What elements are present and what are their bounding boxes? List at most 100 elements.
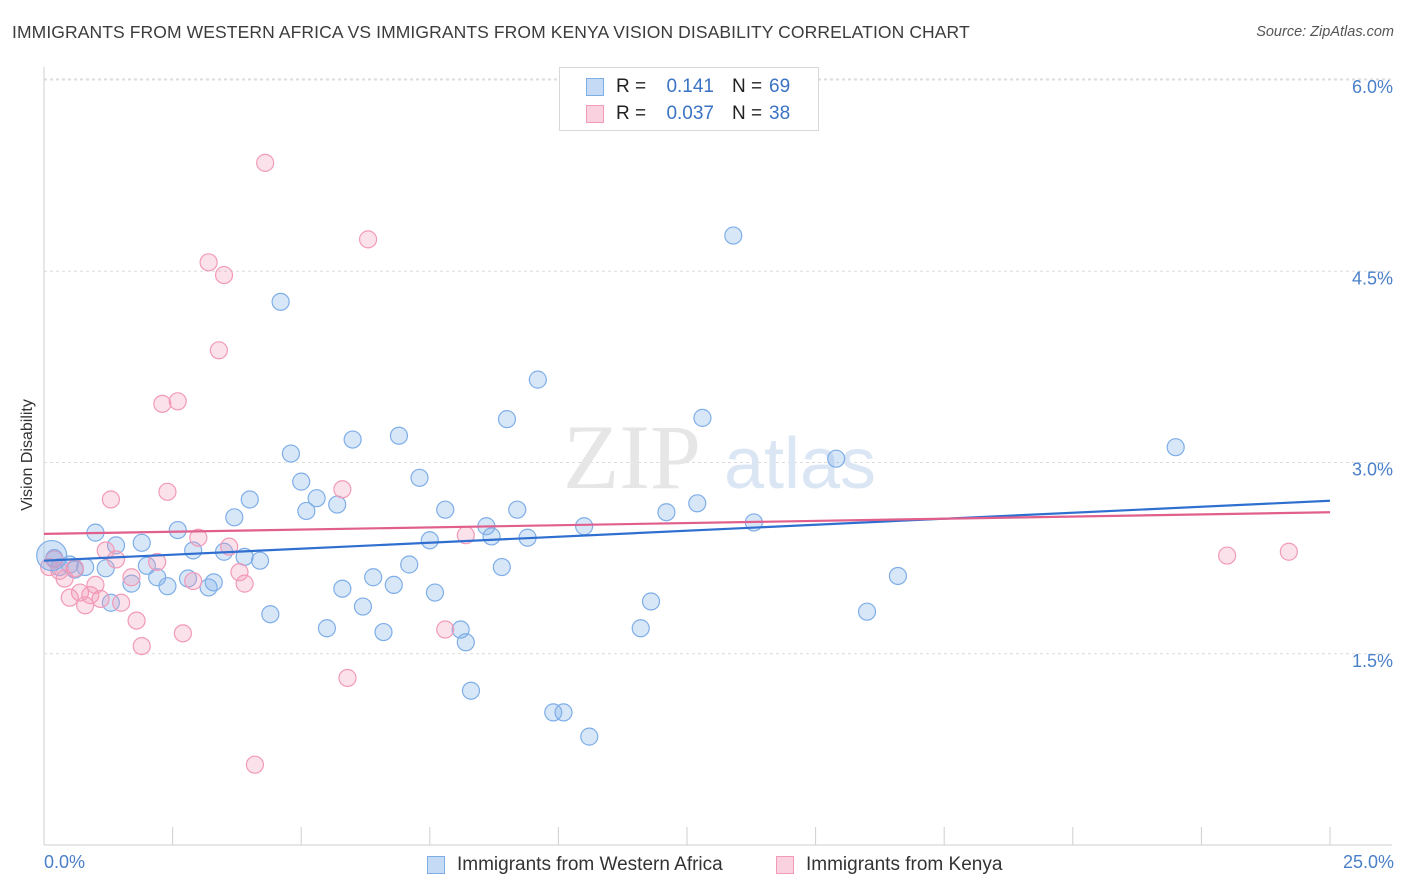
- point-kenya: [127, 611, 146, 630]
- correlation-legend: R = 0.141 N = 69 R = 0.037 N = 38: [559, 67, 819, 131]
- point-western-africa: [353, 597, 373, 616]
- point-kenya: [96, 541, 115, 560]
- point-western-africa: [400, 555, 419, 574]
- legend-row-kenya: R = 0.037 N = 38: [586, 102, 790, 126]
- series-legend: Immigrants from Western Africa Immigrant…: [0, 852, 1406, 878]
- point-western-africa: [333, 579, 352, 598]
- point-kenya: [235, 574, 254, 593]
- point-western-africa: [693, 408, 712, 427]
- legend-r-value: 0.141: [666, 76, 714, 97]
- point-western-africa: [137, 556, 156, 575]
- point-kenya: [112, 593, 131, 612]
- source-label: Source: ZipAtlas.com: [1256, 24, 1394, 40]
- point-western-africa: [492, 557, 511, 577]
- point-kenya: [132, 636, 151, 656]
- series-swatch-blue: [427, 856, 445, 874]
- series-legend-item-western-africa: Immigrants from Western Africa: [427, 852, 723, 878]
- point-western-africa: [389, 426, 409, 445]
- point-kenya: [106, 550, 126, 569]
- point-kenya: [86, 575, 105, 595]
- series-name-western-africa: Immigrants from Western Africa: [457, 854, 723, 875]
- legend-n-label: N =: [732, 76, 763, 97]
- point-kenya: [153, 394, 172, 413]
- point-western-africa: [148, 568, 167, 587]
- point-western-africa: [688, 494, 707, 513]
- y-axis-title: Vision Disability: [19, 399, 36, 511]
- series-name-kenya: Immigrants from Kenya: [806, 854, 1003, 875]
- point-western-africa: [888, 566, 908, 586]
- point-western-africa: [631, 619, 650, 638]
- point-kenya: [60, 588, 79, 607]
- legend-n-value: 38: [769, 103, 791, 124]
- point-western-africa: [554, 703, 573, 722]
- point-western-africa: [1166, 438, 1185, 457]
- point-kenya: [101, 490, 120, 509]
- legend-n-value: 69: [769, 76, 791, 97]
- legend-r-label: R =: [616, 103, 647, 124]
- point-western-africa: [724, 226, 743, 245]
- legend-n-label: N =: [732, 103, 763, 124]
- point-western-africa: [328, 495, 347, 514]
- point-kenya: [91, 589, 110, 609]
- point-kenya: [338, 668, 357, 688]
- watermark-zip: ZIP: [563, 406, 701, 508]
- point-kenya: [333, 480, 352, 499]
- point-western-africa: [528, 370, 547, 389]
- point-western-africa: [575, 517, 594, 536]
- point-western-africa: [297, 501, 316, 521]
- point-western-africa: [456, 633, 475, 652]
- x-tick-label-max: 25.0%: [1342, 852, 1394, 872]
- legend-row-western-africa: R = 0.141 N = 69: [586, 75, 790, 99]
- point-western-africa: [544, 703, 563, 722]
- point-kenya: [81, 585, 100, 605]
- point-western-africa: [199, 578, 218, 597]
- point-kenya: [148, 552, 167, 572]
- point-western-africa: [132, 533, 151, 552]
- legend-r-value: 0.037: [666, 103, 714, 124]
- point-kenya: [184, 571, 203, 591]
- point-western-africa: [261, 605, 280, 624]
- point-kenya: [173, 624, 192, 643]
- point-western-africa: [508, 500, 527, 519]
- series-legend-item-kenya: Immigrants from Kenya: [776, 852, 1002, 878]
- point-western-africa: [410, 468, 429, 487]
- legend-swatch-pink: [586, 105, 604, 123]
- point-western-africa: [461, 681, 481, 700]
- point-western-africa: [641, 592, 661, 611]
- point-western-africa: [580, 727, 599, 746]
- point-kenya: [436, 620, 455, 639]
- point-western-africa: [168, 520, 187, 540]
- point-western-africa: [225, 508, 244, 527]
- point-kenya: [230, 563, 249, 582]
- point-western-africa: [271, 292, 290, 311]
- point-kenya: [158, 482, 177, 501]
- point-western-africa: [364, 568, 383, 587]
- point-western-africa: [343, 430, 362, 449]
- point-kenya: [168, 392, 187, 411]
- x-tick-label-min: 0.0%: [44, 852, 86, 872]
- point-western-africa: [420, 531, 439, 550]
- chart-title: IMMIGRANTS FROM WESTERN AFRICA VS IMMIGR…: [12, 22, 970, 42]
- point-western-africa: [250, 551, 270, 570]
- point-western-africa: [240, 490, 259, 509]
- point-western-africa: [374, 622, 393, 642]
- y-tick-label: 6.0%: [1352, 77, 1393, 97]
- point-kenya: [199, 253, 218, 272]
- trend-lines: [43, 499, 1331, 562]
- point-western-africa: [657, 503, 676, 522]
- y-tick-label: 3.0%: [1352, 460, 1393, 480]
- point-western-africa: [497, 410, 517, 429]
- legend-r-label: R =: [616, 76, 647, 97]
- point-kenya: [189, 528, 208, 547]
- point-western-africa: [827, 449, 846, 468]
- point-kenya: [256, 153, 275, 172]
- point-kenya: [1218, 546, 1237, 565]
- point-western-africa: [158, 577, 177, 596]
- watermark: ZIP atlas: [563, 406, 876, 508]
- point-western-africa: [281, 444, 301, 463]
- point-kenya: [65, 559, 84, 578]
- watermark-atlas: atlas: [724, 424, 876, 504]
- data-points: [36, 153, 1298, 774]
- point-western-africa: [307, 489, 326, 508]
